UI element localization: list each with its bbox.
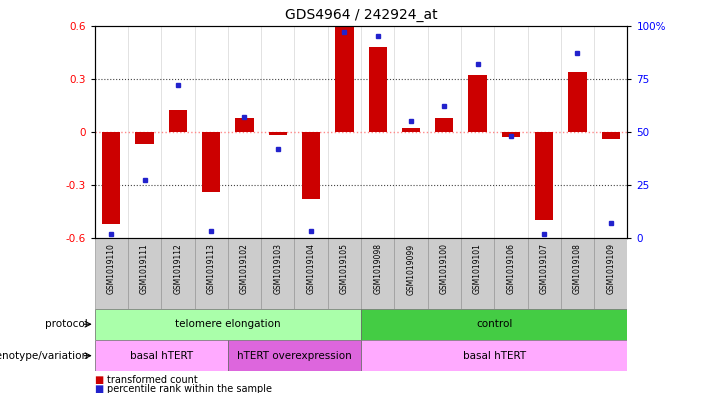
Bar	[528, 238, 561, 309]
Bar	[461, 238, 494, 309]
Text: GSM1019106: GSM1019106	[506, 243, 515, 294]
Bar	[95, 340, 228, 371]
Bar	[561, 238, 594, 309]
Bar	[369, 47, 387, 132]
Bar	[361, 340, 627, 371]
Bar	[335, 26, 353, 132]
Title: GDS4964 / 242924_at: GDS4964 / 242924_at	[285, 8, 437, 22]
Bar	[302, 132, 320, 199]
Bar	[195, 238, 228, 309]
Bar	[169, 110, 187, 132]
Text: GSM1019107: GSM1019107	[540, 243, 549, 294]
Text: hTERT overexpression: hTERT overexpression	[237, 351, 352, 361]
Bar	[402, 128, 420, 132]
Bar	[161, 238, 194, 309]
Bar	[95, 238, 128, 309]
Text: ■: ■	[95, 384, 107, 393]
Bar	[394, 238, 428, 309]
Text: basal hTERT: basal hTERT	[130, 351, 193, 361]
Text: GSM1019109: GSM1019109	[606, 243, 615, 294]
Text: protocol: protocol	[45, 319, 91, 329]
Text: GSM1019101: GSM1019101	[473, 243, 482, 294]
Bar	[228, 340, 361, 371]
Bar	[594, 238, 627, 309]
Bar	[601, 132, 620, 139]
Bar	[135, 132, 154, 144]
Text: GSM1019102: GSM1019102	[240, 243, 249, 294]
Bar	[494, 238, 527, 309]
Text: GSM1019098: GSM1019098	[373, 243, 382, 294]
Bar	[361, 238, 394, 309]
Text: GSM1019112: GSM1019112	[173, 243, 182, 294]
Bar	[569, 72, 587, 132]
Bar	[294, 238, 327, 309]
Text: GSM1019111: GSM1019111	[140, 243, 149, 294]
Bar	[102, 132, 121, 224]
Bar	[95, 309, 361, 340]
Text: control: control	[476, 319, 512, 329]
Bar	[261, 238, 294, 309]
Text: GSM1019105: GSM1019105	[340, 243, 349, 294]
Text: GSM1019100: GSM1019100	[440, 243, 449, 294]
Text: GSM1019113: GSM1019113	[207, 243, 216, 294]
Bar	[202, 132, 220, 192]
Text: ■: ■	[95, 375, 107, 385]
Bar	[435, 118, 454, 132]
Text: GSM1019108: GSM1019108	[573, 243, 582, 294]
Bar	[502, 132, 520, 137]
Bar	[428, 238, 461, 309]
Text: GSM1019099: GSM1019099	[407, 243, 416, 294]
Bar	[361, 309, 627, 340]
Text: percentile rank within the sample: percentile rank within the sample	[107, 384, 272, 393]
Text: transformed count: transformed count	[107, 375, 198, 385]
Bar	[268, 132, 287, 135]
Text: genotype/variation: genotype/variation	[0, 351, 91, 361]
Bar	[468, 75, 486, 132]
Text: GSM1019110: GSM1019110	[107, 243, 116, 294]
Bar	[228, 238, 261, 309]
Bar	[128, 238, 161, 309]
Text: basal hTERT: basal hTERT	[463, 351, 526, 361]
Text: telomere elongation: telomere elongation	[175, 319, 280, 329]
Bar	[236, 118, 254, 132]
Bar	[535, 132, 553, 220]
Bar	[327, 238, 361, 309]
Text: GSM1019103: GSM1019103	[273, 243, 283, 294]
Text: GSM1019104: GSM1019104	[306, 243, 315, 294]
